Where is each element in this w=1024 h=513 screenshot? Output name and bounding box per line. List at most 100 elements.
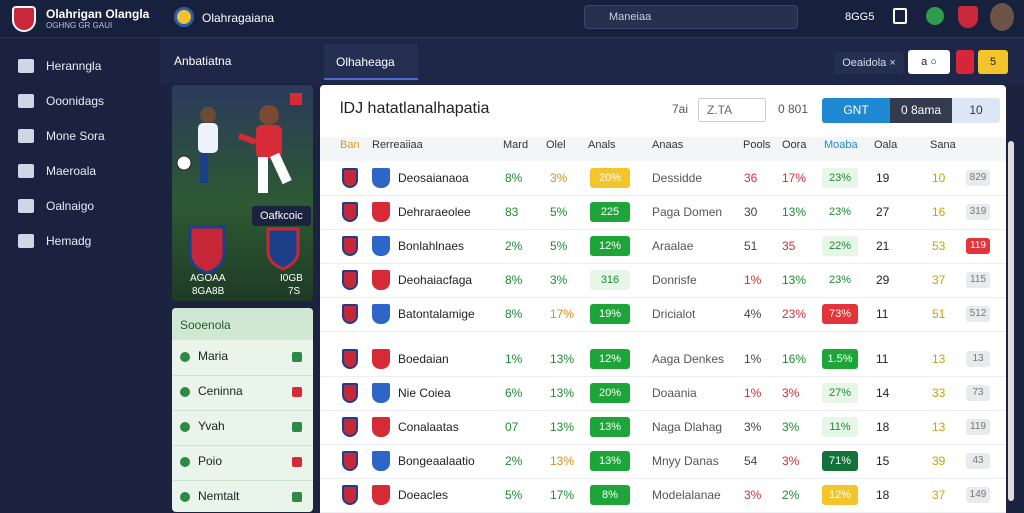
icon[interactable]: [958, 6, 978, 28]
cell: 13: [932, 420, 946, 434]
cell: 6%: [505, 386, 523, 400]
crest: [342, 270, 358, 290]
icon: [292, 492, 302, 502]
cell: 3%: [550, 273, 568, 287]
cell: 37: [932, 488, 946, 502]
badge: 23%: [828, 274, 852, 286]
badge: 23%: [828, 206, 852, 218]
crest: [342, 451, 358, 471]
badge: 119: [966, 419, 990, 435]
cell: 3%: [782, 420, 800, 434]
team-name: Bongeaalaatio: [398, 454, 475, 468]
button[interactable]: [956, 50, 974, 74]
tab[interactable]: 10: [952, 98, 1000, 123]
dot: [180, 457, 190, 467]
cell: 51: [744, 239, 758, 253]
filter[interactable]: Oeaidola ×: [834, 52, 904, 74]
column-header: Rerreaiiaa: [372, 139, 423, 151]
crest: [372, 236, 390, 256]
control[interactable]: 7ai: [672, 102, 689, 116]
badge: 319: [966, 204, 990, 220]
badge: 11%: [822, 417, 858, 437]
cell: 39: [932, 454, 946, 468]
team-name: I0GB: [280, 273, 303, 284]
column-header: Ban: [340, 139, 360, 151]
opponent: Aaga Denkes: [652, 352, 725, 366]
badge: 23%: [822, 168, 858, 188]
crest: [342, 383, 358, 403]
column-header: Mard: [503, 139, 529, 151]
icon: [292, 387, 302, 397]
cell: 8%: [505, 307, 523, 321]
cell: 3%: [744, 420, 762, 434]
opponent: Modelalanae: [652, 488, 721, 502]
team-name: Nie Coiea: [398, 386, 451, 400]
team-name: Dehraraeolee: [398, 205, 471, 219]
scrollbar[interactable]: [1008, 141, 1014, 501]
badge: 13: [966, 351, 990, 367]
icon: [292, 422, 302, 432]
search-box[interactable]: Maneiaa: [584, 5, 798, 29]
cell: 17%: [782, 171, 807, 185]
list-item: Maria: [198, 349, 229, 363]
control[interactable]: Z.TA: [698, 98, 766, 122]
tab[interactable]: GNT: [822, 98, 890, 123]
cell: 18: [876, 488, 890, 502]
list-item: Yvah: [198, 419, 225, 433]
badge: 316: [590, 270, 630, 290]
cell: 14: [876, 386, 890, 400]
badge: 1.5%: [822, 349, 858, 369]
dot: [180, 352, 190, 362]
sidebar-item[interactable]: Maeroala: [18, 161, 148, 181]
cell: 3%: [744, 488, 762, 502]
icon: [18, 94, 34, 108]
row-divider: [320, 376, 1006, 377]
button[interactable]: 5: [978, 50, 1008, 74]
cell: 13: [932, 352, 946, 366]
badge: 13%: [590, 451, 630, 471]
row-divider: [320, 229, 1006, 230]
column-header: Anaas: [652, 139, 684, 151]
icon[interactable]: [926, 7, 944, 25]
badge: 20%: [590, 383, 630, 403]
cell: 13%: [782, 205, 807, 219]
cell: 37: [932, 273, 946, 287]
dot: [180, 492, 190, 502]
cell: 13%: [550, 420, 575, 434]
tab[interactable]: Olhaheaga: [324, 44, 418, 80]
column-header: Olel: [546, 139, 566, 151]
icon: [18, 234, 34, 248]
icon[interactable]: [893, 8, 907, 24]
avatar[interactable]: [990, 3, 1014, 31]
table-header: [320, 137, 1006, 161]
sidebar-item[interactable]: Ooonidags: [18, 91, 148, 111]
cell: 54: [744, 454, 758, 468]
tab-label: Olhaheaga: [336, 55, 395, 69]
sidebar-item[interactable]: Hemadg: [18, 231, 148, 251]
row-divider: [320, 331, 1006, 332]
sidebar-label: Ooonidags: [46, 94, 105, 108]
table-panel: lDJ hatatlanalhapatia 7ai Z.TA 0 801 GNT…: [320, 85, 1014, 513]
crest: [372, 485, 390, 505]
sidebar-item[interactable]: Oalnaigo: [18, 196, 148, 216]
list-item: Nemtalt: [198, 489, 240, 503]
opponent: Naga Dlahag: [652, 420, 723, 434]
tab[interactable]: 0 8ama: [890, 98, 952, 123]
divider: [172, 375, 313, 376]
button[interactable]: a ○: [908, 50, 950, 74]
list-item: Ceninna: [198, 384, 243, 398]
cell: 29: [876, 273, 890, 287]
sidebar-item[interactable]: Heranngla: [18, 56, 148, 76]
crest: [372, 383, 390, 403]
badge: 225: [590, 202, 630, 222]
sidebar-item[interactable]: Mone Sora: [18, 126, 148, 146]
opponent: Dricialot: [652, 307, 696, 321]
brand-subtitle: OGHNG GR GAUI: [46, 21, 113, 30]
control[interactable]: 0 801: [778, 102, 809, 116]
row-divider: [320, 195, 1006, 196]
sidebar: Heranngla Ooonidags Mone Sora Maeroala Oalna…: [0, 38, 160, 512]
crest: [372, 451, 390, 471]
cell: 83: [505, 205, 519, 219]
dot: [180, 422, 190, 432]
